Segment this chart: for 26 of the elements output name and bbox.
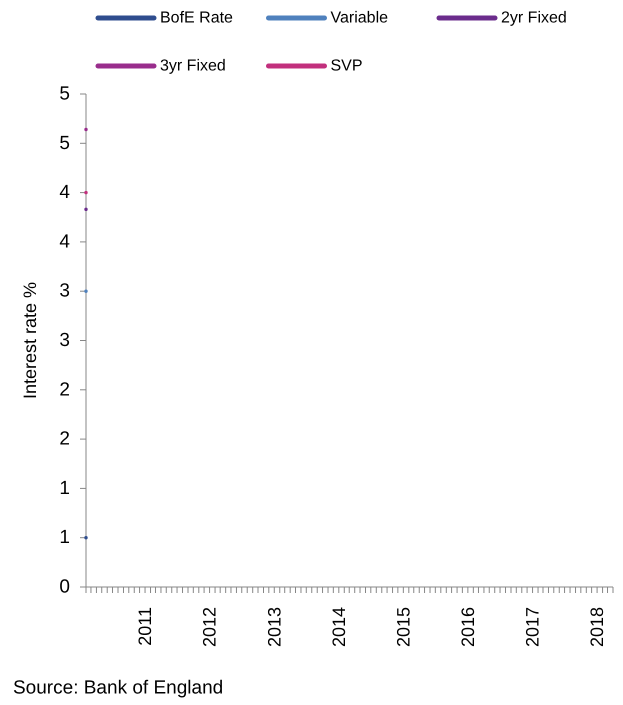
y-tick-label: 5	[59, 84, 70, 104]
x-tick-label: 2013	[264, 607, 284, 648]
source-note: Source: Bank of England	[13, 678, 224, 698]
x-tick-label: 2011	[135, 607, 156, 646]
y-tick-label: 0	[59, 576, 70, 598]
y-tick-label: 1	[59, 478, 70, 499]
x-tick-label: 2015	[393, 607, 414, 648]
y-tick-label: 3	[59, 330, 70, 351]
y-tick-label: 5	[59, 132, 70, 154]
x-tick-label: 2014	[328, 607, 349, 648]
legend-label: 2yr Fixed	[501, 10, 567, 26]
x-tick-label: 2012	[200, 607, 220, 648]
y-axis-title: Interest rate %	[20, 282, 40, 400]
x-tick-label: 2016	[458, 607, 478, 648]
legend-label: 3yr Fixed	[160, 58, 226, 74]
legend-label: Variable	[330, 10, 388, 26]
legend-label: BofE Rate	[160, 10, 234, 26]
legend-label: SVP	[330, 58, 363, 74]
y-tick-label: 4	[59, 231, 70, 252]
x-tick-label: 2017	[522, 607, 543, 648]
y-tick-label: 1	[59, 527, 70, 548]
x-tick-label: 2018	[587, 607, 608, 648]
y-tick-label: 2	[59, 379, 70, 400]
y-tick-label: 4	[59, 182, 70, 204]
y-tick-label: 3	[59, 280, 70, 302]
y-tick-label: 2	[59, 428, 70, 450]
